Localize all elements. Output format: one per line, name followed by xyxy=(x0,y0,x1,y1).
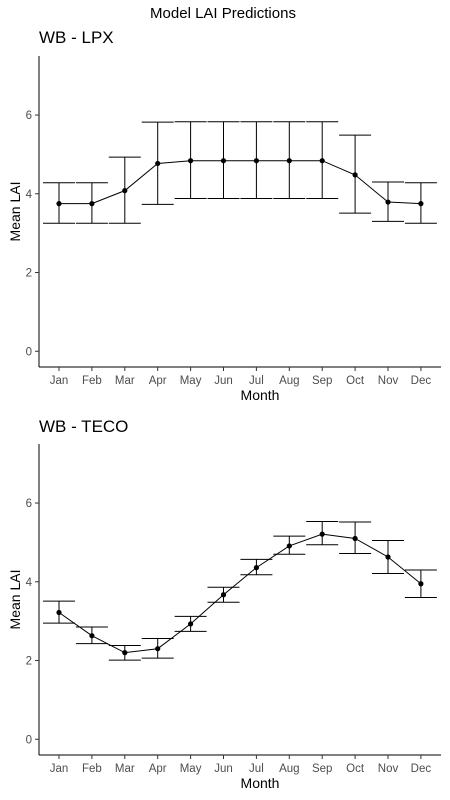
data-point xyxy=(220,592,227,598)
data-point xyxy=(418,581,424,587)
x-axis-label: Month xyxy=(241,775,280,791)
y-tick-label: 0 xyxy=(26,734,32,746)
x-tick-label: May xyxy=(180,375,202,387)
x-tick-label: Apr xyxy=(149,763,167,775)
x-tick-label: Jun xyxy=(214,375,233,387)
data-point xyxy=(286,543,292,549)
chart-panel-1: WB - LPX 0 2 4 6 Jan Feb Mar Apr May Jun Jul Aug Sep O… xyxy=(7,28,441,403)
x-tick-label: Jun xyxy=(214,763,233,775)
data-point xyxy=(253,158,259,164)
data-point xyxy=(89,201,95,207)
data-point xyxy=(385,199,391,205)
x-axis-label: Month xyxy=(241,387,280,403)
x-tick-label: Jul xyxy=(249,763,264,775)
x-tick-label: Dec xyxy=(411,375,432,387)
y-tick-label: 6 xyxy=(26,110,32,122)
panel-title: WB - TECO xyxy=(39,417,128,436)
data-point xyxy=(253,565,259,571)
x-tick-label: Oct xyxy=(346,763,365,775)
x-tick-label: Mar xyxy=(115,763,135,775)
figure-title: Model LAI Predictions xyxy=(150,5,296,22)
x-tick-label: Nov xyxy=(378,763,399,775)
panel-title: WB - LPX xyxy=(39,28,114,47)
x-tick-label: Apr xyxy=(149,375,167,387)
x-tick-label: Oct xyxy=(346,375,365,387)
y-axis-label: Mean LAI xyxy=(7,182,23,242)
data-point xyxy=(188,158,194,164)
data-point xyxy=(385,554,391,560)
series-line xyxy=(59,160,421,205)
data-point xyxy=(155,160,161,167)
data-point xyxy=(319,531,325,537)
y-tick-label: 0 xyxy=(26,346,32,358)
x-tick-label: Mar xyxy=(115,375,135,387)
data-point xyxy=(188,621,194,627)
y-tick-label: 4 xyxy=(26,577,33,589)
y-axis-label: Mean LAI xyxy=(7,570,23,630)
data-point xyxy=(122,650,128,656)
data-point xyxy=(286,158,292,164)
x-tick-label: Feb xyxy=(82,763,102,775)
x-tick-label: Jan xyxy=(50,763,69,775)
chart-panel-2: WB - TECO 0 2 4 6 Jan Feb Mar Apr May Jun Jul Aug Sep… xyxy=(7,417,441,791)
y-tick-label: 2 xyxy=(26,268,32,280)
x-tick-label: Jan xyxy=(50,375,69,387)
x-tick-label: Nov xyxy=(378,375,399,387)
chart-panels: WB - LPX 0 2 4 6 Jan Feb Mar Apr May Jun Jul Aug Sep O… xyxy=(7,28,441,791)
data-point xyxy=(89,633,95,639)
data-point xyxy=(352,535,358,542)
data-point xyxy=(56,609,62,616)
x-tick-label: Jul xyxy=(249,375,264,387)
data-point xyxy=(56,201,62,207)
x-tick-label: Sep xyxy=(312,763,332,775)
data-point xyxy=(418,201,424,207)
data-point xyxy=(352,172,358,178)
data-point xyxy=(220,158,227,164)
x-tick-label: Feb xyxy=(82,375,102,387)
series-line xyxy=(58,533,422,654)
y-tick-label: 2 xyxy=(26,656,32,668)
x-tick-label: Aug xyxy=(279,763,299,775)
data-point xyxy=(319,158,325,164)
y-tick-label: 4 xyxy=(26,189,33,201)
data-point xyxy=(155,646,161,652)
x-tick-label: May xyxy=(180,763,202,775)
x-tick-label: Sep xyxy=(312,375,332,387)
data-point xyxy=(122,188,128,194)
x-tick-label: Dec xyxy=(411,763,432,775)
x-tick-label: Aug xyxy=(279,375,299,387)
y-tick-label: 6 xyxy=(26,498,32,510)
